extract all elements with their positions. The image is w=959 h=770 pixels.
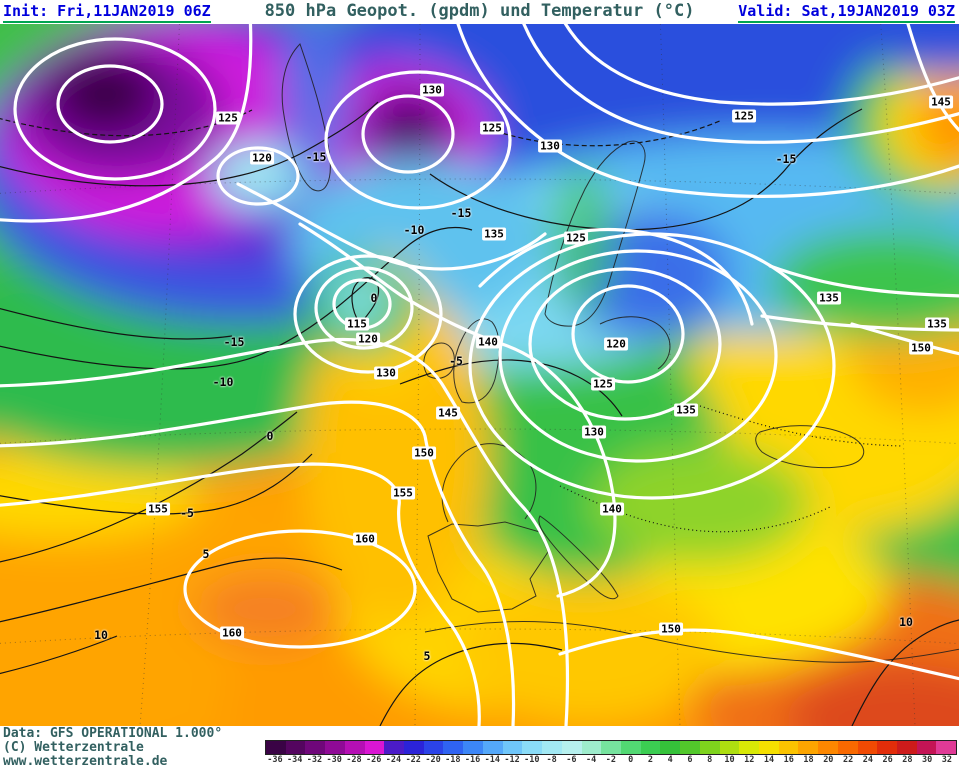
colorbar-tick-label: 32 — [941, 755, 953, 765]
header: Init: Fri,11JAN2019 06Z 850 hPa Geopot. … — [0, 0, 959, 24]
colorbar-tick-label: -16 — [464, 755, 481, 765]
colorbar-cell — [364, 741, 385, 754]
colorbar-tick-label: 8 — [707, 755, 713, 765]
colorbar-tick-label: -10 — [524, 755, 540, 765]
colorbar-cell — [680, 741, 700, 754]
map-title: 850 hPa Geopot. (gpdm) und Temperatur (°… — [264, 1, 695, 21]
colorbar-cell — [660, 741, 681, 754]
colorbar-cell — [266, 741, 286, 754]
colorbar-cell — [443, 741, 464, 754]
coastlines — [281, 43, 959, 663]
colorbar-cell — [561, 741, 582, 754]
colorbar-cell — [384, 741, 405, 754]
colorbar-tick-label: -4 — [586, 755, 597, 765]
temperature-field — [0, 24, 959, 726]
colorbar-tick-label: 0 — [628, 755, 634, 765]
data-source-line: Data: GFS OPERATIONAL 1.000° — [3, 726, 223, 741]
colorbar-cell — [739, 741, 759, 754]
geopotential-contours — [0, 24, 959, 726]
colorbar-tick-label: 4 — [667, 755, 673, 765]
colorbar-cell — [699, 741, 720, 754]
colorbar-tick-label: -12 — [504, 755, 520, 765]
colorbar-cell — [719, 741, 740, 754]
colorbar-tick-label: 16 — [783, 755, 794, 765]
colorbar-tick-label: -24 — [385, 755, 402, 765]
colorbar-cell — [758, 741, 779, 754]
footer: Data: GFS OPERATIONAL 1.000° (C) Wetterz… — [3, 727, 222, 769]
colorbar-tick-label: 18 — [803, 755, 814, 765]
colorbar-tick-label: 2 — [647, 755, 653, 765]
colorbar-cell — [581, 741, 602, 754]
colorbar-tick-label: 30 — [922, 755, 933, 765]
colorbar-cell — [620, 741, 641, 754]
colorbar-tick-label: -6 — [566, 755, 577, 765]
colorbar-tick-label: 22 — [842, 755, 854, 765]
colorbar-tick-label: 12 — [744, 755, 755, 765]
colorbar-tick-label: -8 — [546, 755, 557, 765]
colorbar-cell — [482, 741, 503, 754]
colorbar-tick-label: 6 — [687, 755, 693, 765]
website-line[interactable]: www.wetterzentrale.de — [3, 754, 168, 769]
colorbar-tick-label: 28 — [902, 755, 913, 765]
colorbar-ticks: -36 -34 -32 -30 -28 -26 -24 -22 -20 -18 -16 -14 -12-… — [265, 755, 957, 766]
colorbar-tick-label: -2 — [605, 755, 617, 765]
colorbar-cell — [798, 741, 819, 754]
colorbar-tick-label: -26 — [366, 755, 382, 765]
copyright-line: (C) Wetterzentrale — [3, 740, 144, 755]
temperature-colorbar: -36 -34 -32 -30 -28 -26 -24 -22 -20 -18 -16 -14 -12-… — [265, 740, 957, 766]
colorbar-tick-label: 20 — [823, 755, 834, 765]
colorbar-cell — [285, 741, 306, 754]
map-canvas — [0, 24, 959, 726]
weather-map — [0, 24, 959, 726]
colorbar-tick-label: -32 — [306, 755, 323, 765]
colorbar-tick-label: 26 — [882, 755, 893, 765]
colorbar-cell — [857, 741, 878, 754]
colorbar-tick-label: -22 — [405, 755, 421, 765]
colorbar-tick-label: 14 — [763, 755, 775, 765]
colorbar-cell — [877, 741, 897, 754]
colorbar-cell — [936, 741, 957, 754]
colorbar-cell — [423, 741, 444, 754]
colorbar-cell — [640, 741, 661, 754]
colorbar-cell — [897, 741, 917, 754]
colorbar-tick-label: -36 — [267, 755, 283, 765]
colorbar-cell — [778, 741, 799, 754]
colorbar-tick-label: -34 — [286, 755, 303, 765]
colorbar-cell — [601, 741, 621, 754]
colorbar-cell — [305, 741, 326, 754]
colorbar-cell — [522, 741, 543, 754]
colorbar-cell — [404, 741, 424, 754]
colorbar-tick-label: -20 — [425, 755, 441, 765]
colorbar-tick-label: -18 — [445, 755, 461, 765]
colorbar-cell — [344, 741, 365, 754]
init-time-link[interactable]: Init: Fri,11JAN2019 06Z — [3, 2, 211, 23]
colorbar-cells — [265, 740, 957, 755]
colorbar-cell — [502, 741, 523, 754]
colorbar-tick-label: 24 — [862, 755, 873, 765]
colorbar-cell — [463, 741, 483, 754]
colorbar-cell — [542, 741, 562, 754]
colorbar-cell — [916, 741, 937, 754]
colorbar-cell — [837, 741, 858, 754]
colorbar-cell — [818, 741, 838, 754]
colorbar-tick-label: -28 — [346, 755, 362, 765]
colorbar-tick-label: -14 — [484, 755, 500, 765]
valid-time-link[interactable]: Valid: Sat,19JAN2019 03Z — [738, 2, 955, 23]
colorbar-cell — [325, 741, 345, 754]
colorbar-tick-label: -30 — [326, 755, 342, 765]
colorbar-tick-label: 10 — [724, 755, 735, 765]
